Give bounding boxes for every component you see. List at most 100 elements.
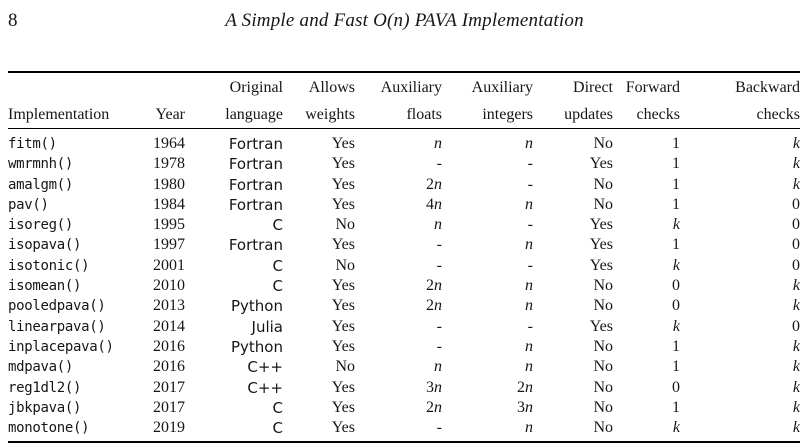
table-row: mdpava() 2016 C++ No n n No 1 k xyxy=(8,357,800,377)
table-cell: Fortran xyxy=(228,195,283,214)
table-cell: Yes xyxy=(331,317,355,335)
table-cell: 1 xyxy=(672,155,680,173)
math-variable: k xyxy=(672,216,680,234)
math-variable: k xyxy=(672,317,680,335)
math-variable: n xyxy=(434,297,442,315)
table-cell: n xyxy=(442,337,533,357)
table-cell: 2010 xyxy=(153,277,185,295)
table-cell: n xyxy=(442,276,533,296)
table-cell: - xyxy=(436,256,442,274)
math-variable: n xyxy=(434,378,442,396)
table-cell: - xyxy=(527,216,533,234)
header-cell xyxy=(8,72,142,97)
table-cell: 2n xyxy=(426,297,442,315)
math-variable: n xyxy=(434,358,442,376)
table-cell: No xyxy=(593,195,613,213)
table-cell: n xyxy=(442,129,533,155)
table-cell: 2n xyxy=(426,398,442,416)
table-row: linearpava() 2014 Julia Yes - - Yes k 0 xyxy=(8,317,800,337)
table-cell: Yes xyxy=(589,155,613,173)
table-cell: 1980 xyxy=(153,175,185,193)
table-cell: Fortran xyxy=(228,175,283,194)
header-row-bottom: Implementation Year language weights floats i… xyxy=(8,97,800,129)
table-cell: k xyxy=(680,418,800,442)
table-cell: 0 xyxy=(792,317,800,335)
math-variable: n xyxy=(525,135,533,152)
header-cell: floats xyxy=(355,97,442,129)
table-cell: isomean() xyxy=(8,278,82,295)
table-cell: No xyxy=(593,337,613,355)
math-variable: n xyxy=(525,358,533,376)
table-cell: n xyxy=(442,418,533,442)
header-cell: checks xyxy=(680,97,800,129)
table-cell: Yes xyxy=(589,236,613,254)
math-variable: n xyxy=(525,337,533,355)
table-row: reg1dl2() 2017 C++ Yes 3n 2n No 0 k xyxy=(8,378,800,398)
table-cell: 3n xyxy=(426,378,442,396)
table-cell: - xyxy=(436,236,442,254)
table-row: isopava() 1997 Fortran Yes - n Yes 1 0 xyxy=(8,235,800,255)
table-cell: 0 xyxy=(672,277,680,295)
table-cell: 1997 xyxy=(153,236,185,254)
table-cell: k xyxy=(680,276,800,296)
table-cell: C xyxy=(272,277,283,296)
table-row: isomean() 2010 C Yes 2n n No 0 k xyxy=(8,276,800,296)
table-cell: C xyxy=(272,256,283,275)
math-variable: k xyxy=(792,337,800,355)
math-variable: k xyxy=(792,378,800,396)
table-cell: pav() xyxy=(8,196,49,213)
implementation-comparison-table: Original Allows Auxiliary Auxiliary Direct Fo… xyxy=(8,71,800,444)
table-cell: n xyxy=(442,296,533,316)
table-cell: 2n xyxy=(426,277,442,295)
table-cell: 2001 xyxy=(153,256,185,274)
math-variable: n xyxy=(434,398,442,416)
table-cell: 2019 xyxy=(153,419,185,437)
table-cell: No xyxy=(593,358,613,376)
header-cell: Year xyxy=(142,97,185,129)
table-cell: 1995 xyxy=(153,216,185,234)
table-cell: No xyxy=(335,358,355,376)
math-variable: k xyxy=(792,297,800,315)
table-cell: 0 xyxy=(792,236,800,254)
table-cell: mdpava() xyxy=(8,359,74,376)
table-cell: Yes xyxy=(331,195,355,213)
math-variable: n xyxy=(434,216,442,234)
header-cell: updates xyxy=(533,97,613,129)
table-cell: k xyxy=(613,215,680,235)
table-cell: n xyxy=(355,215,442,235)
table-cell: Yes xyxy=(589,216,613,234)
table-cell: Yes xyxy=(331,337,355,355)
table-cell: n xyxy=(442,357,533,377)
header-cell: language xyxy=(185,97,283,129)
table-cell: Fortran xyxy=(228,135,283,153)
table-cell: 1984 xyxy=(153,195,185,213)
table-cell: 1 xyxy=(672,175,680,193)
table-cell: fitm() xyxy=(8,136,57,152)
table-cell: 1 xyxy=(672,358,680,376)
table-cell: reg1dl2() xyxy=(8,379,82,396)
table-cell: n xyxy=(442,195,533,215)
table-cell: 2n xyxy=(517,378,533,396)
table-cell: 2017 xyxy=(153,398,185,416)
math-variable: n xyxy=(525,419,533,437)
table-cell: 2016 xyxy=(153,337,185,355)
table-cell: Yes xyxy=(331,398,355,416)
math-variable: k xyxy=(792,155,800,173)
header-cell xyxy=(142,72,185,97)
table-cell: 0 xyxy=(672,297,680,315)
table-cell: 0 xyxy=(672,378,680,396)
table-cell: linearpava() xyxy=(8,318,106,335)
table-cell: No xyxy=(593,297,613,315)
table-cell: 2013 xyxy=(153,297,185,315)
math-variable: n xyxy=(434,175,442,193)
table-cell: 2017 xyxy=(153,378,185,396)
table-row: pav() 1984 Fortran Yes 4n n No 1 0 xyxy=(8,195,800,215)
table-cell: k xyxy=(680,296,800,316)
table-cell: Python xyxy=(231,337,283,356)
table-cell: n xyxy=(355,357,442,377)
table-cell: 2016 xyxy=(153,358,185,376)
table-cell: k xyxy=(680,357,800,377)
table-cell: 1978 xyxy=(153,155,185,173)
math-variable: k xyxy=(792,135,800,152)
table-cell: 0 xyxy=(792,216,800,234)
